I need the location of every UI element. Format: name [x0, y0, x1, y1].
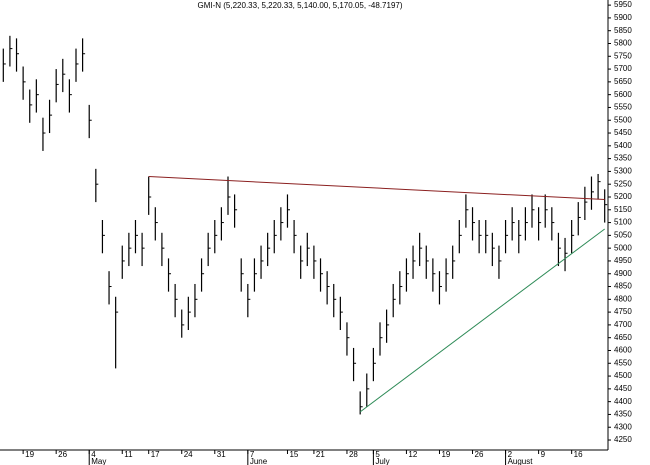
y-tick-label: 5150 [614, 205, 632, 214]
month-label: July [375, 457, 389, 465]
y-tick-label: 5600 [614, 90, 632, 99]
y-tick-label: 4450 [614, 384, 632, 393]
x-tick-label: 2 [508, 450, 513, 459]
x-tick-label: 9 [541, 450, 546, 459]
y-tick-label: 5650 [614, 77, 632, 86]
x-tick-label: 19 [441, 450, 450, 459]
x-tick-label: 4 [91, 450, 96, 459]
y-tick-label: 4400 [614, 397, 632, 406]
x-tick-label: 28 [349, 450, 358, 459]
month-label: May [91, 457, 106, 465]
y-tick-label: 5550 [614, 103, 632, 112]
y-tick-label: 4350 [614, 410, 632, 419]
y-tick-label: 5000 [614, 243, 632, 252]
y-tick-label: 5700 [614, 64, 632, 73]
y-tick-label: 5450 [614, 128, 632, 137]
month-label: June [250, 457, 268, 465]
x-tick-label: 19 [25, 450, 34, 459]
y-tick-label: 4700 [614, 320, 632, 329]
y-tick-label: 5050 [614, 230, 632, 239]
y-tick-label: 5900 [614, 13, 632, 22]
x-tick-label: 16 [574, 450, 583, 459]
trendline [359, 228, 605, 413]
y-tick-label: 5250 [614, 179, 632, 188]
y-tick-label: 5400 [614, 141, 632, 150]
y-tick-label: 4250 [614, 435, 632, 444]
x-tick-label: 11 [124, 450, 133, 459]
y-tick-label: 4750 [614, 307, 632, 316]
y-tick-label: 4300 [614, 422, 632, 431]
x-tick-label: 12 [408, 450, 417, 459]
y-tick-label: 5200 [614, 192, 632, 201]
y-tick-label: 5950 [614, 0, 632, 9]
x-tick-label: 26 [475, 450, 484, 459]
y-tick-label: 4650 [614, 333, 632, 342]
y-tick-label: 5300 [614, 167, 632, 176]
trendline [148, 176, 605, 201]
x-tick-label: 15 [289, 450, 298, 459]
y-tick-label: 5850 [614, 26, 632, 35]
y-tick-label: 4500 [614, 371, 632, 380]
x-tick-label: 5 [375, 450, 380, 459]
month-label: August [508, 457, 534, 465]
y-tick-label: 4550 [614, 358, 632, 367]
y-tick-label: 4800 [614, 294, 632, 303]
chart-title: GMI-N (5,220.33, 5,220.33, 5,140.00, 5,1… [197, 1, 402, 10]
x-tick-label: 24 [184, 450, 193, 459]
x-tick-label: 21 [316, 450, 325, 459]
x-tick-label: 26 [58, 450, 67, 459]
y-tick-label: 4950 [614, 256, 632, 265]
y-tick-label: 4900 [614, 269, 632, 278]
x-tick-label: 7 [250, 450, 255, 459]
y-tick-label: 5500 [614, 115, 632, 124]
y-tick-label: 5750 [614, 51, 632, 60]
y-tick-label: 5100 [614, 218, 632, 227]
x-tick-label: 31 [217, 450, 226, 459]
x-tick-label: 17 [151, 450, 160, 459]
y-tick-label: 5800 [614, 39, 632, 48]
y-tick-label: 5350 [614, 154, 632, 163]
y-tick-label: 4600 [614, 346, 632, 355]
y-tick-label: 4850 [614, 282, 632, 291]
